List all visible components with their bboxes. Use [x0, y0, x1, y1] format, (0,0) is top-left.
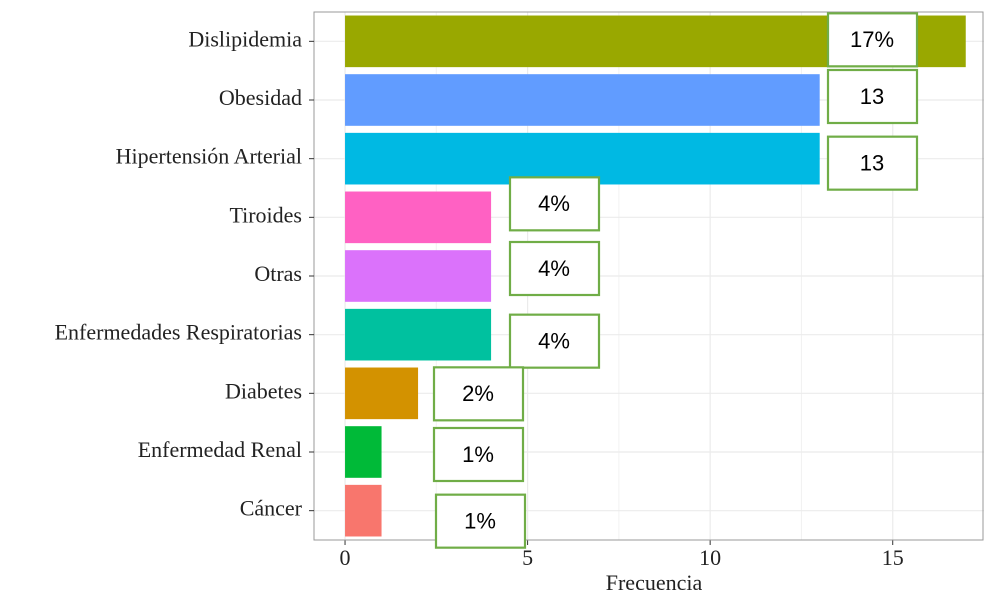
bar [345, 426, 382, 478]
x-tick-label: 15 [882, 545, 904, 570]
y-tick-label: Hipertensión Arterial [116, 144, 302, 169]
value-label: 13 [860, 150, 884, 175]
bar [345, 191, 492, 244]
value-label: 13 [860, 84, 884, 109]
bar [345, 250, 492, 302]
label-box [432, 366, 525, 422]
label-box [508, 240, 601, 297]
bar [345, 484, 382, 537]
x-tick-label: 0 [340, 545, 351, 570]
value-label: 4% [538, 328, 570, 353]
y-tick-label: Dislipidemia [188, 26, 302, 51]
value-label: 1% [462, 442, 494, 467]
x-tick-label: 10 [699, 545, 721, 570]
x-axis-label: Frecuencia [606, 570, 703, 595]
label-box [508, 313, 601, 369]
y-tick-label: Cáncer [240, 496, 303, 521]
label-box [826, 135, 919, 191]
label-box [434, 493, 527, 549]
y-tick-label: Diabetes [225, 378, 302, 403]
label-box [432, 426, 525, 483]
value-label: 17% [850, 27, 894, 52]
bar [345, 308, 492, 361]
value-label: 2% [462, 381, 494, 406]
y-tick-label: Tiroides [229, 202, 302, 227]
y-tick-label: Obesidad [219, 85, 302, 110]
bar [345, 367, 419, 420]
label-box [826, 12, 919, 68]
value-label: 4% [538, 191, 570, 216]
y-tick-label: Enfermedades Respiratorias [55, 320, 302, 345]
y-tick-label: Otras [254, 261, 302, 286]
y-tick-label: Enfermedad Renal [138, 437, 302, 462]
value-label: 4% [538, 256, 570, 281]
x-tick-label: 5 [522, 545, 533, 570]
value-label: 1% [464, 508, 496, 533]
bar [345, 132, 820, 185]
bar [345, 74, 820, 126]
label-box [826, 68, 919, 125]
label-box [508, 176, 601, 232]
